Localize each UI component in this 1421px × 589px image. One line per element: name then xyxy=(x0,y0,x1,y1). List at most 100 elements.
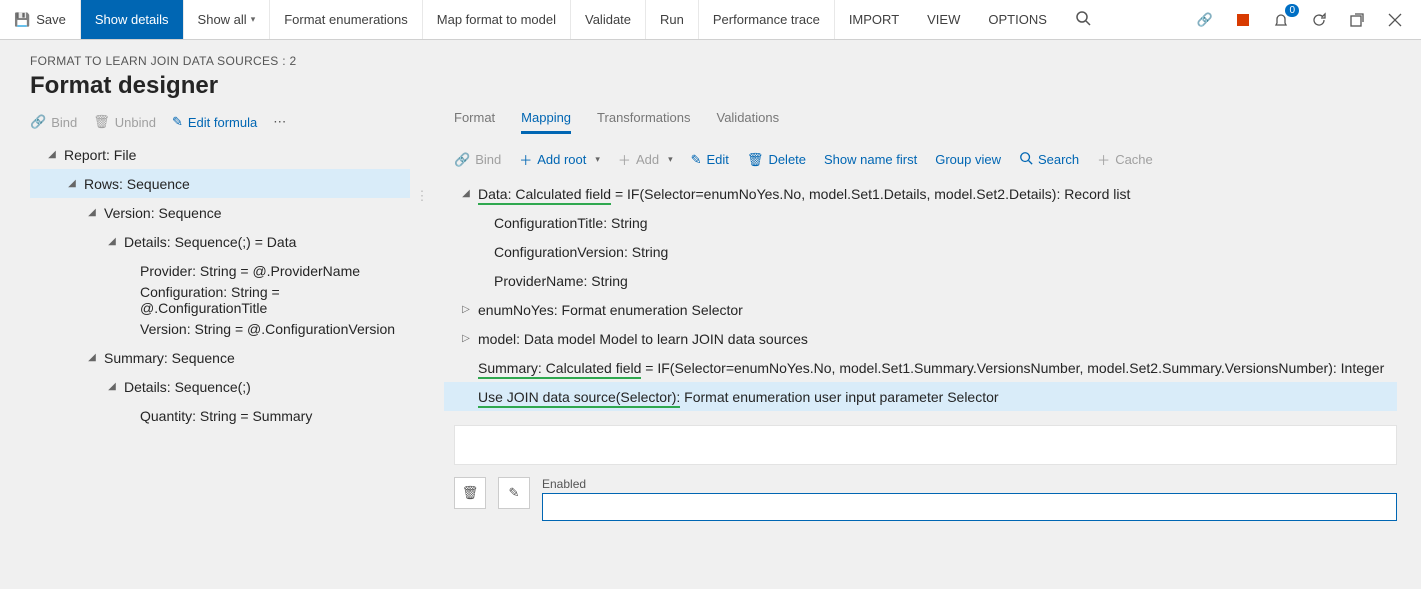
header-area: FORMAT TO LEARN JOIN DATA SOURCES : 2 Fo… xyxy=(0,40,1421,108)
save-icon: 💾 xyxy=(14,12,30,28)
toolbar-search-button[interactable] xyxy=(1061,0,1105,39)
expander-icon[interactable]: ◢ xyxy=(458,188,474,199)
close-icon[interactable] xyxy=(1383,8,1407,32)
search-button[interactable]: Search xyxy=(1019,151,1079,168)
show-details-button[interactable]: Show details xyxy=(81,0,184,39)
office-icon[interactable] xyxy=(1231,8,1255,32)
add-button[interactable]: ＋ Add ▾ xyxy=(618,150,673,169)
tree-node-enum[interactable]: ▷ enumNoYes: Format enumeration Selector xyxy=(444,295,1397,324)
tree-node-conftitle[interactable]: ConfigurationTitle: String xyxy=(444,208,1397,237)
map-format-button[interactable]: Map format to model xyxy=(423,0,571,39)
import-label: IMPORT xyxy=(849,12,899,27)
tree-node-report[interactable]: ◢ Report: File xyxy=(30,140,410,169)
bind-button[interactable]: 🔗 Bind xyxy=(454,152,501,168)
mapping-tree: ◢ Data: Calculated field = IF(Selector=e… xyxy=(434,179,1397,411)
show-name-first-button[interactable]: Show name first xyxy=(824,152,917,167)
tree-node-version-seq[interactable]: ◢ Version: Sequence xyxy=(30,198,410,227)
expander-icon[interactable]: ◢ xyxy=(84,207,100,218)
format-enumerations-button[interactable]: Format enumerations xyxy=(270,0,423,39)
tree-node-providername[interactable]: ProviderName: String xyxy=(444,266,1397,295)
expander-icon[interactable]: ◢ xyxy=(64,178,80,189)
splitter[interactable]: ⋮ xyxy=(420,108,424,204)
plus-icon: ＋ xyxy=(618,150,631,169)
tab-validations[interactable]: Validations xyxy=(716,110,779,134)
view-label: VIEW xyxy=(927,12,960,27)
tree-label: Version: String = @.ConfigurationVersion xyxy=(140,321,395,337)
expander-icon[interactable]: ▷ xyxy=(458,333,474,344)
tree-node-summary-details[interactable]: ◢ Details: Sequence(;) xyxy=(30,372,410,401)
label-tail: = IF(Selector=enumNoYes.No, model.Set1.D… xyxy=(611,186,1130,202)
tree-node-use-join[interactable]: Use JOIN data source(Selector): Format e… xyxy=(444,382,1397,411)
options-button[interactable]: OPTIONS xyxy=(974,0,1061,39)
show-all-button[interactable]: Show all ▾ xyxy=(184,0,271,39)
tree-label: Summary: Calculated field = IF(Selector=… xyxy=(478,360,1384,376)
trash-icon: 🗑 xyxy=(93,114,110,130)
tree-label: Details: Sequence(;) = Data xyxy=(124,234,296,250)
popout-icon[interactable] xyxy=(1345,8,1369,32)
show-name-first-label: Show name first xyxy=(824,152,917,167)
tree-label: ProviderName: String xyxy=(494,273,628,289)
tree-label: Report: File xyxy=(64,147,136,163)
link-icon: 🔗 xyxy=(30,114,46,130)
notification-icon[interactable]: 0 xyxy=(1269,8,1293,32)
group-view-button[interactable]: Group view xyxy=(935,152,1001,167)
mapping-tabs: Format Mapping Transformations Validatio… xyxy=(434,108,1397,144)
tree-node-quantity[interactable]: Quantity: String = Summary xyxy=(30,401,410,430)
expander-icon[interactable]: ▷ xyxy=(458,304,474,315)
enabled-input[interactable] xyxy=(542,493,1397,521)
add-root-label: Add root xyxy=(537,152,586,167)
show-all-label: Show all xyxy=(198,12,247,27)
bind-button[interactable]: 🔗 Bind xyxy=(30,114,77,130)
view-button[interactable]: VIEW xyxy=(913,0,974,39)
delete-button[interactable]: 🗑 Delete xyxy=(747,152,806,168)
tree-node-version-str[interactable]: Version: String = @.ConfigurationVersion xyxy=(30,314,410,343)
tree-label: Quantity: String = Summary xyxy=(140,408,312,424)
tree-node-summary-calc[interactable]: Summary: Calculated field = IF(Selector=… xyxy=(444,353,1397,382)
tree-node-summary-seq[interactable]: ◢ Summary: Sequence xyxy=(30,343,410,372)
link-icon[interactable]: 🔗 xyxy=(1193,8,1217,32)
cache-button[interactable]: ＋ Cache xyxy=(1097,150,1153,169)
tab-mapping[interactable]: Mapping xyxy=(521,110,571,134)
tree-node-configuration[interactable]: Configuration: String = @.ConfigurationT… xyxy=(30,285,410,314)
tree-node-rows[interactable]: ◢ Rows: Sequence xyxy=(30,169,410,198)
expander-icon[interactable]: ◢ xyxy=(104,236,120,247)
tab-transformations[interactable]: Transformations xyxy=(597,110,690,134)
group-view-label: Group view xyxy=(935,152,1001,167)
tab-format[interactable]: Format xyxy=(454,110,495,134)
tree-node-details-data[interactable]: ◢ Details: Sequence(;) = Data xyxy=(30,227,410,256)
refresh-icon[interactable] xyxy=(1307,8,1331,32)
edit-formula-button[interactable]: ✎ Edit formula xyxy=(172,114,257,130)
more-button[interactable]: ⋯ xyxy=(273,114,286,130)
left-pane: 🔗 Bind 🗑 Unbind ✎ Edit formula ⋯ ◢ Repor… xyxy=(30,108,410,430)
tree-node-provider[interactable]: Provider: String = @.ProviderName xyxy=(30,256,410,285)
tree-label: Use JOIN data source(Selector): Format e… xyxy=(478,389,999,405)
expander-icon[interactable]: ◢ xyxy=(104,381,120,392)
search-label: Search xyxy=(1038,152,1079,167)
run-button[interactable]: Run xyxy=(646,0,699,39)
label-tail: = IF(Selector=enumNoYes.No, model.Set1.S… xyxy=(641,360,1384,376)
enabled-label: Enabled xyxy=(542,477,1397,491)
validate-button[interactable]: Validate xyxy=(571,0,646,39)
import-button[interactable]: IMPORT xyxy=(835,0,913,39)
tree-label: ConfigurationVersion: String xyxy=(494,244,668,260)
pencil-icon: ✎ xyxy=(172,114,183,130)
save-button[interactable]: 💾 Save xyxy=(0,0,81,39)
edit-button[interactable]: ✎ Edit xyxy=(691,152,729,168)
delete-label: Delete xyxy=(768,152,806,167)
expander-icon[interactable]: ◢ xyxy=(44,149,60,160)
enabled-delete-button[interactable]: 🗑 xyxy=(454,477,486,509)
tree-label: Provider: String = @.ProviderName xyxy=(140,263,360,279)
tree-node-model[interactable]: ▷ model: Data model Model to learn JOIN … xyxy=(444,324,1397,353)
unbind-button[interactable]: 🗑 Unbind xyxy=(93,114,156,130)
enabled-edit-button[interactable]: ✎ xyxy=(498,477,530,509)
format-tree: ◢ Report: File ◢ Rows: Sequence ◢ Versio… xyxy=(30,140,410,430)
performance-trace-button[interactable]: Performance trace xyxy=(699,0,835,39)
tree-node-data[interactable]: ◢ Data: Calculated field = IF(Selector=e… xyxy=(444,179,1397,208)
tree-node-confversion[interactable]: ConfigurationVersion: String xyxy=(444,237,1397,266)
edit-formula-label: Edit formula xyxy=(188,115,257,130)
detail-panel xyxy=(454,425,1397,465)
expander-icon[interactable]: ◢ xyxy=(84,352,100,363)
add-root-button[interactable]: ＋ Add root ▾ xyxy=(519,150,600,169)
tree-label: model: Data model Model to learn JOIN da… xyxy=(478,331,808,347)
right-action-bar: 🔗 Bind ＋ Add root ▾ ＋ Add ▾ ✎ Edit 🗑 Del… xyxy=(434,144,1397,179)
